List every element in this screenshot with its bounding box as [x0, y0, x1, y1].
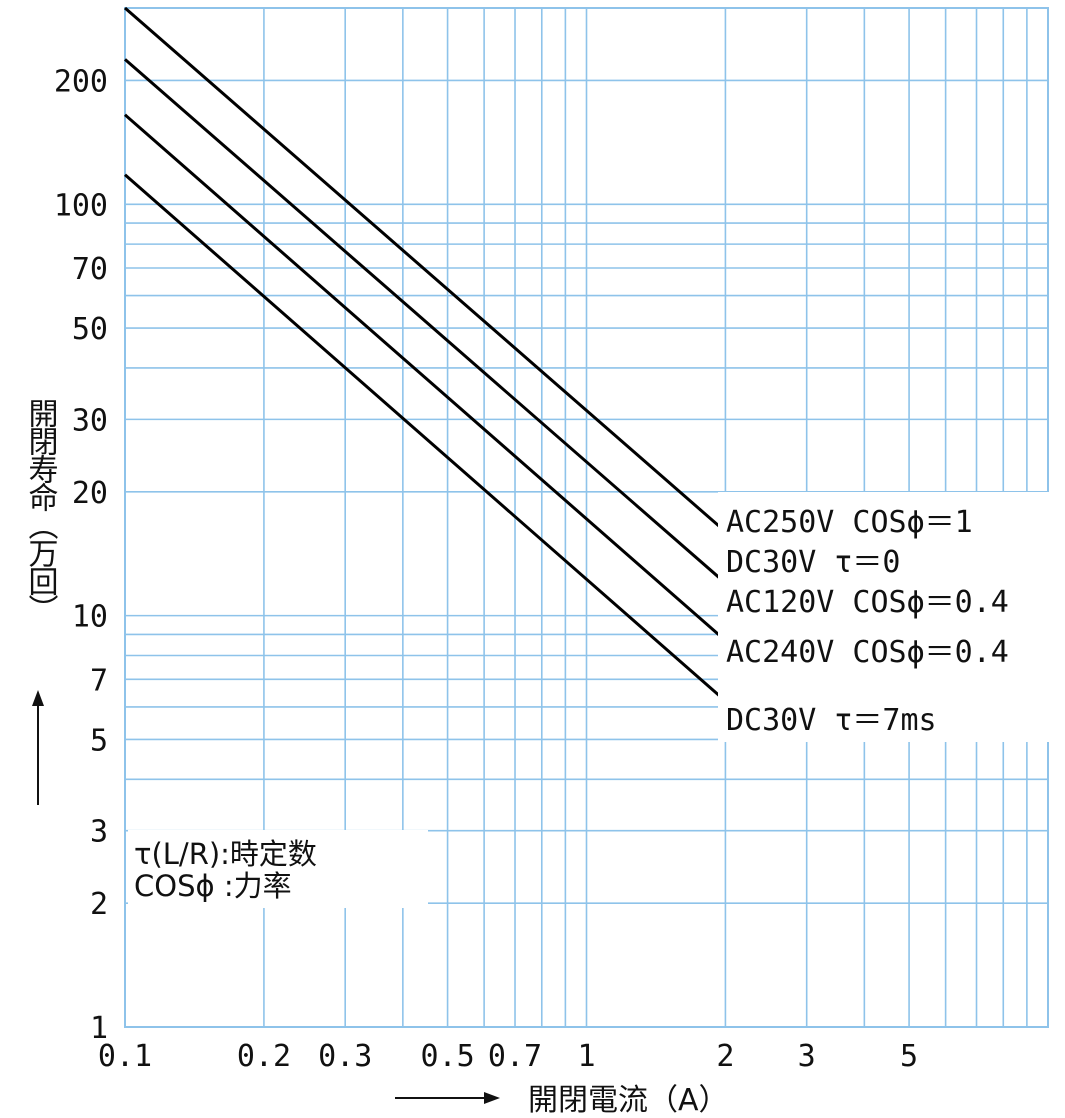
- y-tick-label: 100: [54, 188, 108, 223]
- label-background: [128, 492, 1058, 908]
- series-lines: [124, 6, 727, 703]
- y-tick-label: 50: [72, 312, 108, 347]
- x-tick-label: 2: [716, 1039, 734, 1074]
- x-tick-label: 0.5: [420, 1039, 474, 1074]
- tick-labels: 0.1 0.2 0.3 0.5 0.7 1 2 3 5 1 2 3 5 7 10 20 30 50 70 100 200: [54, 64, 918, 1074]
- note-time-constant: τ(L/R):時定数: [134, 837, 317, 871]
- x-tick-label: 5: [900, 1039, 918, 1074]
- series-labels: AC250V COSϕ＝1 DC30V τ＝0 AC120V COSϕ＝0.4 …: [726, 505, 1009, 738]
- note-power-factor: COSϕ :力率: [134, 869, 292, 903]
- series-label: AC240V COSϕ＝0.4: [726, 635, 1009, 670]
- x-tick-label: 0.7: [488, 1039, 542, 1074]
- x-axis-title: 開閉電流（A）: [528, 1083, 729, 1118]
- series-label: AC250V COSϕ＝1: [726, 505, 973, 540]
- series-line: [124, 113, 727, 642]
- series-line: [124, 58, 727, 585]
- x-tick-label: 1: [577, 1039, 595, 1074]
- x-tick-label: 0.3: [318, 1039, 372, 1074]
- y-axis-title: 開閉寿命（万回）: [23, 398, 59, 622]
- x-tick-label: 0.2: [237, 1039, 291, 1074]
- y-tick-label: 10: [72, 600, 108, 635]
- x-tick-label: 0.1: [98, 1039, 152, 1074]
- legend-notes: τ(L/R):時定数 COSϕ :力率: [134, 837, 317, 903]
- x-tick-label: 3: [798, 1039, 816, 1074]
- series-label: AC120V COSϕ＝0.4: [726, 585, 1009, 620]
- y-tick-label: 5: [90, 723, 108, 758]
- y-tick-label: 200: [54, 64, 108, 99]
- y-tick-label: 1: [90, 1011, 108, 1046]
- y-tick-label: 3: [90, 815, 108, 850]
- series-label-box: [718, 492, 1058, 742]
- y-tick-label: 7: [90, 663, 108, 698]
- y-tick-label: 2: [90, 887, 108, 922]
- series-label: DC30V τ＝0: [726, 545, 901, 580]
- y-tick-label: 30: [72, 403, 108, 438]
- series-line: [124, 6, 727, 533]
- series-label: DC30V τ＝7ms: [726, 703, 937, 738]
- series-line: [124, 173, 727, 703]
- note-box: [128, 830, 428, 908]
- y-axis-arrow: [32, 690, 44, 805]
- y-tick-label: 20: [72, 476, 108, 511]
- x-axis-arrow: [395, 1092, 500, 1104]
- y-tick-label: 70: [72, 252, 108, 287]
